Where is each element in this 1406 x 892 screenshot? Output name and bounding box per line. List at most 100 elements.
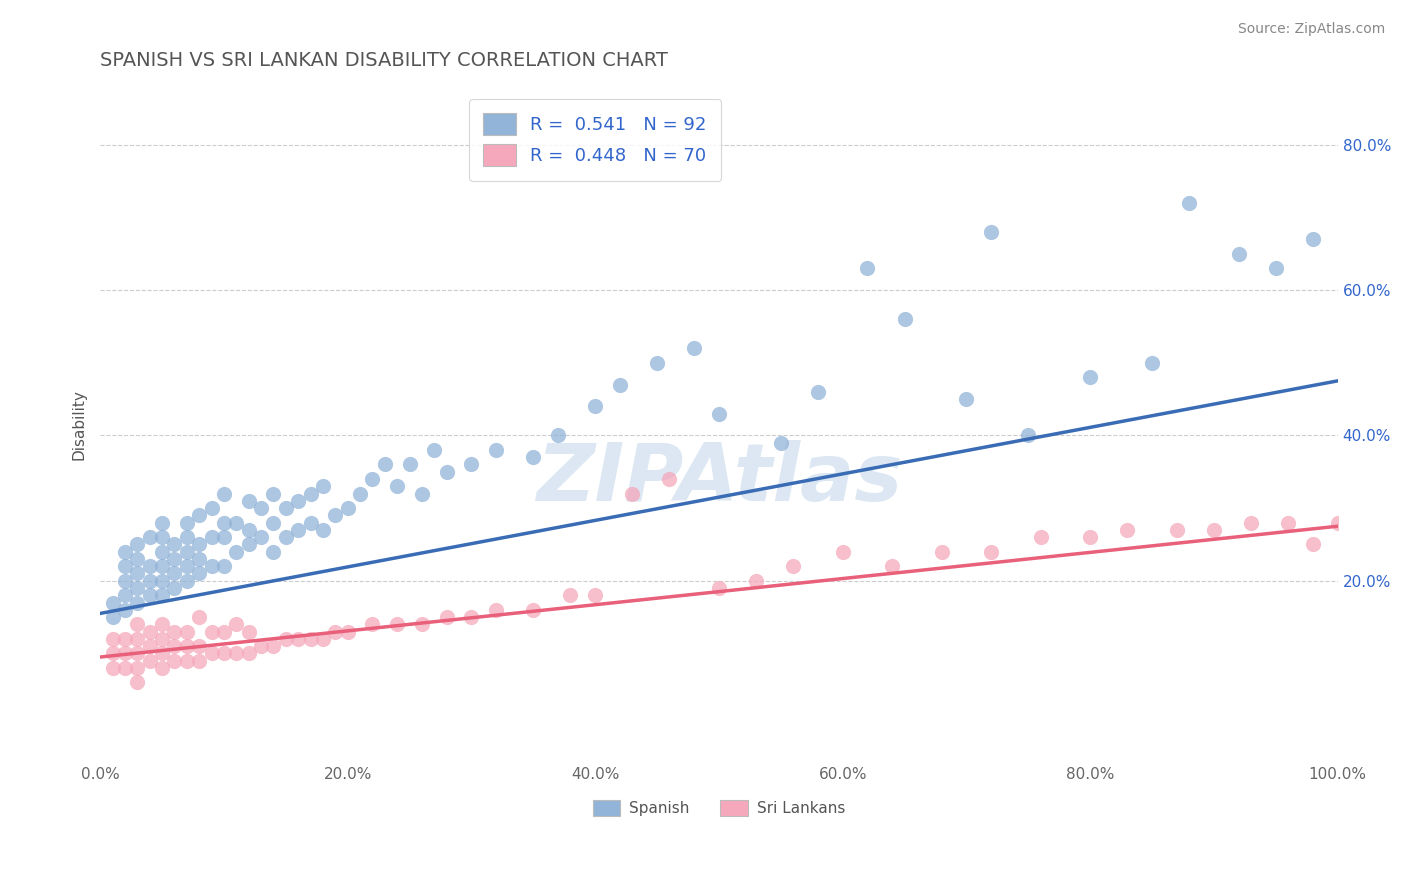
Point <box>238 493 260 508</box>
Point <box>150 516 173 530</box>
Point <box>114 632 136 646</box>
Point <box>225 544 247 558</box>
Point <box>1078 370 1101 384</box>
Point <box>312 523 335 537</box>
Point <box>262 639 284 653</box>
Point <box>127 647 149 661</box>
Legend: Spanish, Sri Lankans: Spanish, Sri Lankans <box>586 794 851 822</box>
Point <box>238 537 260 551</box>
Point <box>274 501 297 516</box>
Point <box>1302 232 1324 246</box>
Point <box>312 479 335 493</box>
Point <box>745 574 768 588</box>
Point <box>163 624 186 639</box>
Point <box>1017 428 1039 442</box>
Point <box>127 581 149 595</box>
Point <box>250 530 273 544</box>
Point <box>188 552 211 566</box>
Point <box>1202 523 1225 537</box>
Point <box>707 407 730 421</box>
Point <box>522 603 544 617</box>
Point <box>299 486 322 500</box>
Point <box>1166 523 1188 537</box>
Point <box>1277 516 1299 530</box>
Point <box>150 544 173 558</box>
Point <box>101 610 124 624</box>
Point <box>1178 195 1201 210</box>
Point <box>609 377 631 392</box>
Point <box>312 632 335 646</box>
Point <box>188 639 211 653</box>
Point <box>138 654 160 668</box>
Point <box>374 458 396 472</box>
Point <box>299 516 322 530</box>
Point <box>163 581 186 595</box>
Point <box>621 486 644 500</box>
Point <box>1116 523 1139 537</box>
Point <box>1078 530 1101 544</box>
Point <box>150 632 173 646</box>
Point <box>150 661 173 675</box>
Y-axis label: Disability: Disability <box>72 389 86 460</box>
Point <box>522 450 544 465</box>
Point <box>645 356 668 370</box>
Point <box>138 639 160 653</box>
Point <box>856 261 879 276</box>
Point <box>349 486 371 500</box>
Point <box>274 632 297 646</box>
Point <box>560 588 582 602</box>
Point <box>1140 356 1163 370</box>
Point <box>114 588 136 602</box>
Point <box>423 442 446 457</box>
Point <box>658 472 681 486</box>
Point <box>150 588 173 602</box>
Point <box>931 544 953 558</box>
Point <box>212 559 235 574</box>
Point <box>893 312 915 326</box>
Point <box>200 530 222 544</box>
Point <box>262 516 284 530</box>
Point <box>188 654 211 668</box>
Point <box>262 544 284 558</box>
Point <box>1240 516 1263 530</box>
Text: Source: ZipAtlas.com: Source: ZipAtlas.com <box>1237 22 1385 37</box>
Point <box>114 647 136 661</box>
Point <box>176 574 198 588</box>
Point <box>176 544 198 558</box>
Point <box>200 624 222 639</box>
Point <box>176 624 198 639</box>
Point <box>980 544 1002 558</box>
Point <box>547 428 569 442</box>
Point <box>411 486 433 500</box>
Point <box>212 647 235 661</box>
Point <box>436 465 458 479</box>
Point <box>980 225 1002 239</box>
Point <box>138 559 160 574</box>
Point <box>250 639 273 653</box>
Point <box>163 566 186 581</box>
Point <box>238 624 260 639</box>
Point <box>238 647 260 661</box>
Point <box>831 544 853 558</box>
Point <box>411 617 433 632</box>
Point <box>225 647 247 661</box>
Point <box>299 632 322 646</box>
Point <box>707 581 730 595</box>
Point <box>150 559 173 574</box>
Point <box>212 624 235 639</box>
Point <box>1029 530 1052 544</box>
Point <box>807 384 830 399</box>
Point <box>385 479 408 493</box>
Text: SPANISH VS SRI LANKAN DISABILITY CORRELATION CHART: SPANISH VS SRI LANKAN DISABILITY CORRELA… <box>100 51 668 70</box>
Point <box>485 442 508 457</box>
Point <box>287 523 309 537</box>
Point <box>188 537 211 551</box>
Point <box>1302 537 1324 551</box>
Point <box>583 588 606 602</box>
Point <box>1264 261 1286 276</box>
Point <box>114 661 136 675</box>
Point <box>460 458 482 472</box>
Point <box>127 595 149 609</box>
Point <box>127 632 149 646</box>
Point <box>361 617 384 632</box>
